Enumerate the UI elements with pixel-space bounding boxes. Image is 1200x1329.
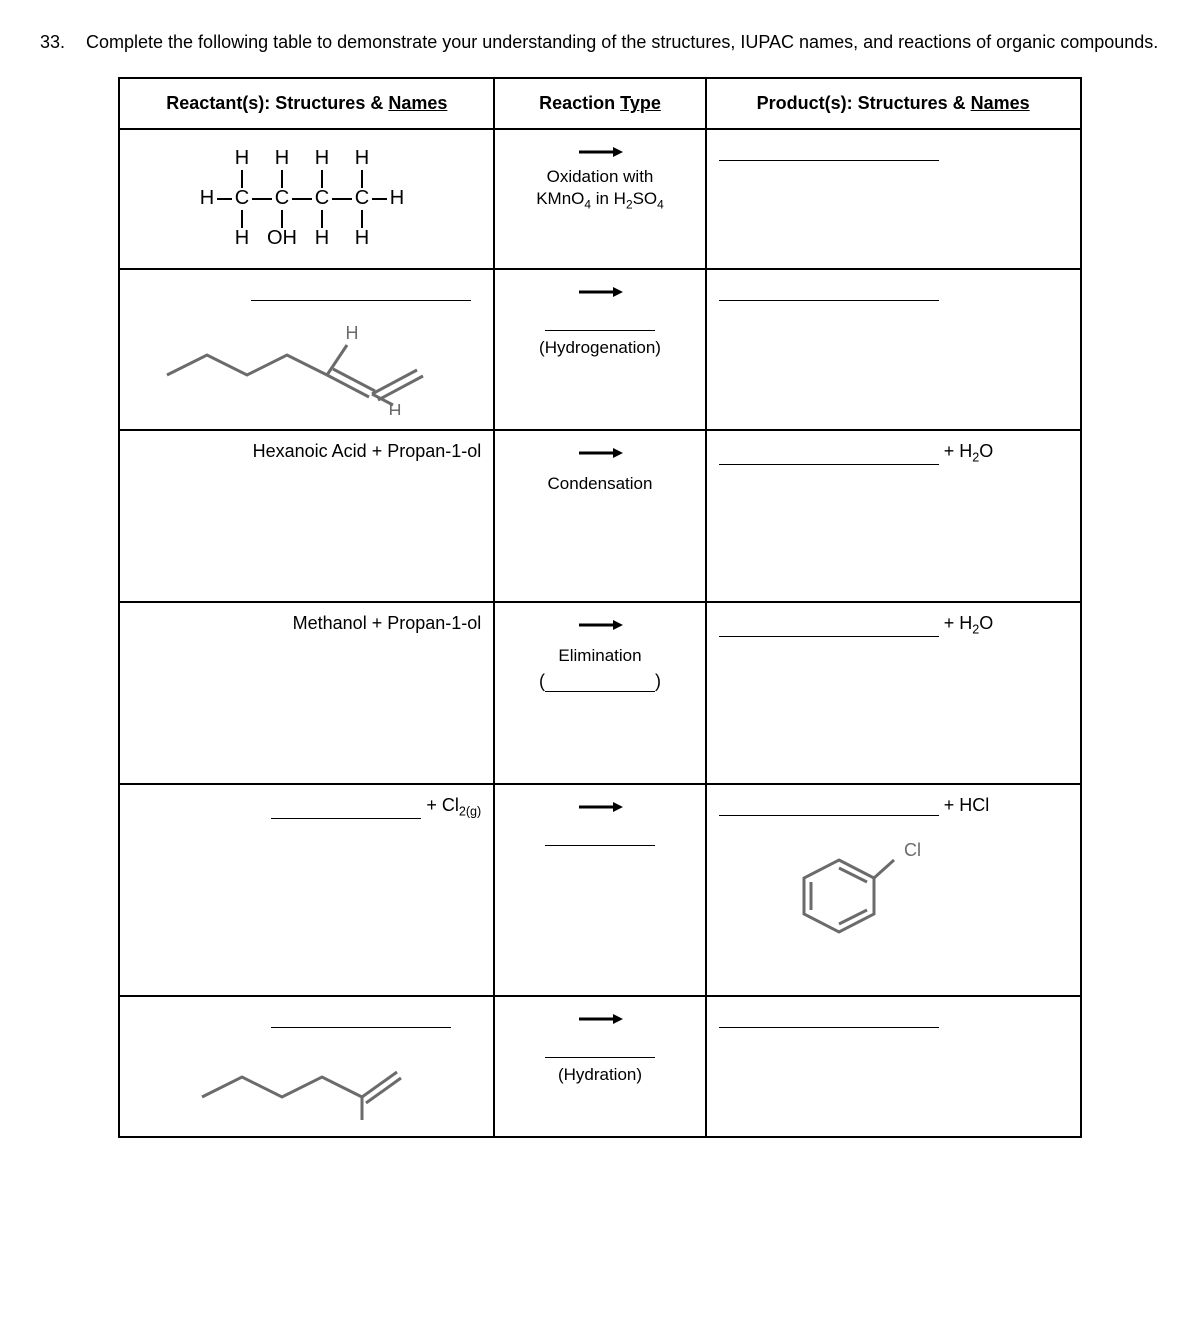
- row4-product-suffix: + H2O: [944, 613, 994, 633]
- table-row: (Hydration): [119, 996, 1080, 1137]
- question-number: 33.: [40, 30, 74, 55]
- blank-line: [545, 316, 655, 331]
- row2-rxntype: (Hydrogenation): [507, 337, 692, 359]
- blank-line: [545, 677, 655, 692]
- row6-type-cell: (Hydration): [494, 996, 705, 1137]
- alkene-structure-icon: H H: [157, 305, 457, 415]
- table-row: H H (Hydrogenation): [119, 269, 1080, 430]
- blank-line: [545, 831, 655, 846]
- table-header-row: Reactant(s): Structures & Names Reaction…: [119, 78, 1080, 129]
- svg-text:H: H: [355, 147, 369, 169]
- arrow-icon: [577, 146, 623, 158]
- question-block: 33. Complete the following table to demo…: [40, 30, 1160, 55]
- blank-line: [271, 804, 421, 819]
- row3-reactant-text: Hexanoic Acid + Propan-1-ol: [253, 441, 482, 461]
- row4-reactant-cell: Methanol + Propan-1-ol: [119, 602, 494, 784]
- blank-line: [271, 1013, 451, 1028]
- svg-text:H: H: [315, 227, 329, 249]
- butan-2-ol-structure-icon: H H H H H C C: [187, 144, 427, 254]
- blank-line: [719, 801, 939, 816]
- svg-text:H: H: [315, 147, 329, 169]
- table-row: H H H H H C C: [119, 129, 1080, 269]
- table-row: Hexanoic Acid + Propan-1-ol Condensation…: [119, 430, 1080, 602]
- row6-product-cell: [706, 996, 1081, 1137]
- row5-product-suffix: + HCl: [944, 795, 990, 815]
- svg-text:H: H: [275, 147, 289, 169]
- question-text: Complete the following table to demonstr…: [86, 30, 1158, 55]
- row3-product-suffix: + H2O: [944, 441, 994, 461]
- row2-product-cell: [706, 269, 1081, 430]
- arrow-icon: [577, 447, 623, 459]
- blank-line: [719, 286, 939, 301]
- row3-reactant-cell: Hexanoic Acid + Propan-1-ol: [119, 430, 494, 602]
- svg-text:C: C: [355, 187, 369, 209]
- svg-text:H: H: [235, 227, 249, 249]
- row3-product-cell: + H2O: [706, 430, 1081, 602]
- svg-text:C: C: [315, 187, 329, 209]
- header-reaction-type: Reaction Type: [494, 78, 705, 129]
- row4-reactant-text: Methanol + Propan-1-ol: [293, 613, 482, 633]
- row3-rxntype: Condensation: [507, 473, 692, 495]
- cl-label: Cl: [904, 840, 921, 860]
- arrow-icon: [577, 286, 623, 298]
- blank-line: [719, 622, 939, 637]
- row1-rxntype-line2: KMnO4 in H2SO4: [507, 188, 692, 213]
- svg-text:OH: OH: [267, 227, 297, 249]
- row2-reactant-cell: H H: [119, 269, 494, 430]
- row6-reactant-cell: [119, 996, 494, 1137]
- svg-text:H: H: [235, 147, 249, 169]
- blank-line: [545, 1043, 655, 1058]
- row1-rxntype-line1: Oxidation with: [507, 166, 692, 188]
- blank-line: [251, 286, 471, 301]
- row6-rxntype: (Hydration): [507, 1064, 692, 1086]
- svg-text:C: C: [235, 187, 249, 209]
- svg-text:H: H: [200, 187, 214, 209]
- row5-product-cell: + HCl Cl: [706, 784, 1081, 996]
- blank-line: [719, 1013, 939, 1028]
- row4-rxntype-blank: (): [507, 671, 692, 692]
- row4-rxntype: Elimination: [507, 645, 692, 667]
- row5-reactant-suffix: + Cl2(g): [426, 795, 481, 815]
- arrow-icon: [577, 801, 623, 813]
- svg-text:H: H: [355, 227, 369, 249]
- row4-product-cell: + H2O: [706, 602, 1081, 784]
- chem-table: Reactant(s): Structures & Names Reaction…: [118, 77, 1081, 1138]
- svg-text:C: C: [275, 187, 289, 209]
- alkene-structure2-icon: [192, 1042, 422, 1122]
- row2-type-cell: (Hydrogenation): [494, 269, 705, 430]
- arrow-icon: [577, 619, 623, 631]
- row1-type-cell: Oxidation with KMnO4 in H2SO4: [494, 129, 705, 269]
- table-row: Methanol + Propan-1-ol Elimination () + …: [119, 602, 1080, 784]
- blank-line: [719, 450, 939, 465]
- svg-text:H: H: [388, 401, 401, 415]
- header-reactants: Reactant(s): Structures & Names: [119, 78, 494, 129]
- row3-type-cell: Condensation: [494, 430, 705, 602]
- blank-line: [719, 146, 939, 161]
- arrow-icon: [577, 1013, 623, 1025]
- row1-reactant-cell: H H H H H C C: [119, 129, 494, 269]
- row1-product-cell: [706, 129, 1081, 269]
- chlorobenzene-structure-icon: Cl: [779, 820, 929, 950]
- row4-type-cell: Elimination (): [494, 602, 705, 784]
- svg-text:H: H: [390, 187, 404, 209]
- header-products: Product(s): Structures & Names: [706, 78, 1081, 129]
- table-row: + Cl2(g) + HCl: [119, 784, 1080, 996]
- svg-text:H: H: [345, 323, 358, 343]
- row5-type-cell: [494, 784, 705, 996]
- row5-reactant-cell: + Cl2(g): [119, 784, 494, 996]
